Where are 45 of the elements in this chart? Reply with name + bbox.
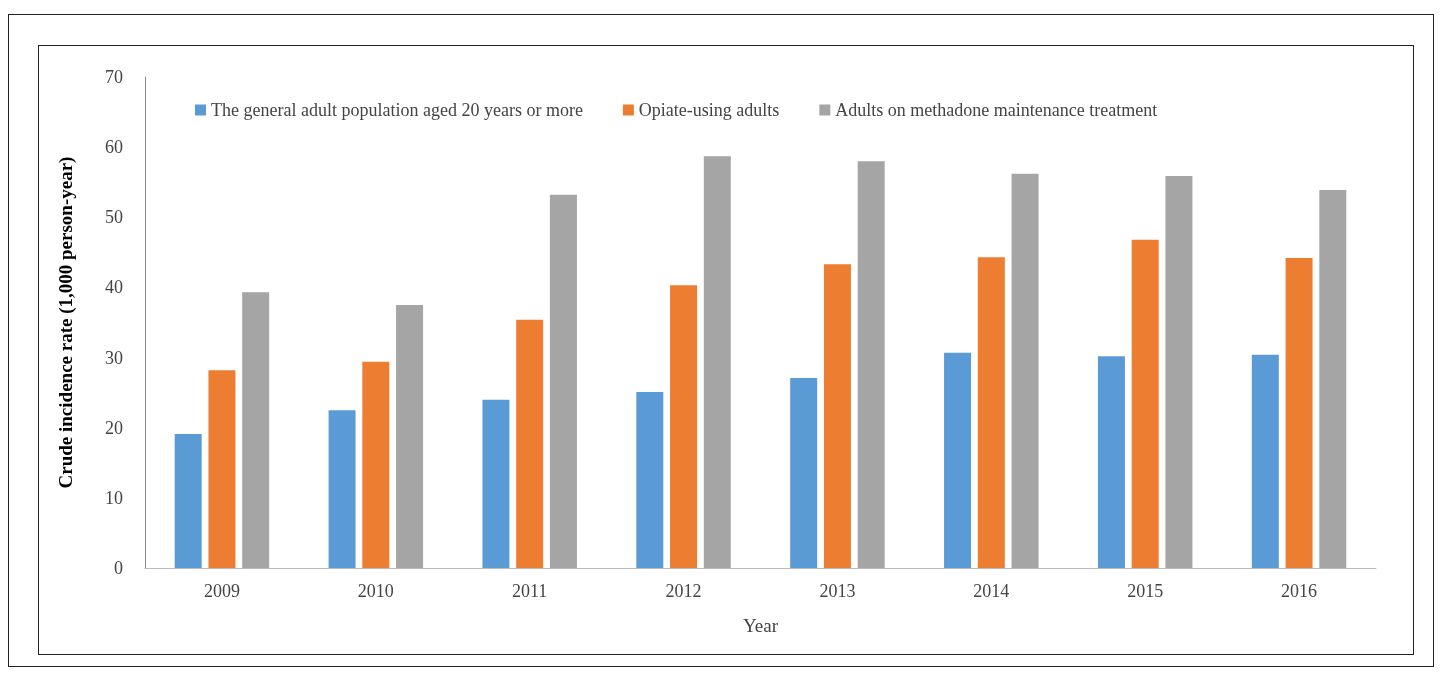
y-tick-label: 50 bbox=[105, 207, 123, 228]
bar bbox=[1285, 257, 1313, 568]
bar bbox=[242, 292, 270, 568]
bar bbox=[328, 410, 356, 568]
y-axis-title: Crude incidence rate (1,000 person-year) bbox=[55, 156, 77, 489]
y-tick-label: 60 bbox=[105, 137, 123, 158]
x-tick-label: 2012 bbox=[665, 581, 702, 601]
bar bbox=[944, 352, 972, 568]
bar bbox=[174, 434, 202, 568]
bar bbox=[977, 257, 1005, 568]
bar bbox=[636, 391, 664, 568]
x-tick-label: 2014 bbox=[973, 581, 1010, 601]
y-tick-label: 20 bbox=[105, 417, 123, 438]
x-tick-label: 2013 bbox=[819, 581, 856, 601]
bar bbox=[703, 156, 731, 568]
bar bbox=[1251, 354, 1279, 568]
bar bbox=[1011, 173, 1039, 568]
x-tick-label: 2009 bbox=[203, 581, 240, 601]
x-axis-title: Year bbox=[742, 615, 779, 636]
y-tick-label: 40 bbox=[105, 277, 123, 298]
bar bbox=[857, 161, 885, 568]
x-tick-label: 2015 bbox=[1127, 581, 1164, 601]
bar bbox=[396, 304, 424, 568]
bar bbox=[823, 264, 851, 568]
bar bbox=[1131, 239, 1159, 568]
y-tick-label: 30 bbox=[105, 347, 123, 368]
y-tick-label: 70 bbox=[105, 67, 123, 87]
bar bbox=[482, 399, 510, 568]
y-tick-label: 10 bbox=[105, 487, 123, 508]
x-tick-label: 2011 bbox=[512, 581, 548, 601]
bar bbox=[670, 285, 698, 568]
bar bbox=[790, 377, 818, 568]
y-tick-label: 0 bbox=[114, 558, 123, 578]
bar bbox=[208, 370, 236, 568]
bar bbox=[516, 319, 544, 568]
bar bbox=[1165, 175, 1193, 568]
legend-label: Opiate-using adults bbox=[638, 100, 780, 120]
legend-label: The general adult population aged 20 years or more bbox=[211, 100, 583, 120]
legend-label: Adults on methadone maintenance treatment bbox=[835, 100, 1158, 120]
bar bbox=[362, 361, 390, 568]
bar bbox=[1097, 356, 1125, 568]
x-tick-label: 2016 bbox=[1281, 581, 1318, 601]
bar bbox=[549, 194, 577, 568]
x-tick-label: 2010 bbox=[357, 581, 394, 601]
bar bbox=[1319, 189, 1347, 568]
